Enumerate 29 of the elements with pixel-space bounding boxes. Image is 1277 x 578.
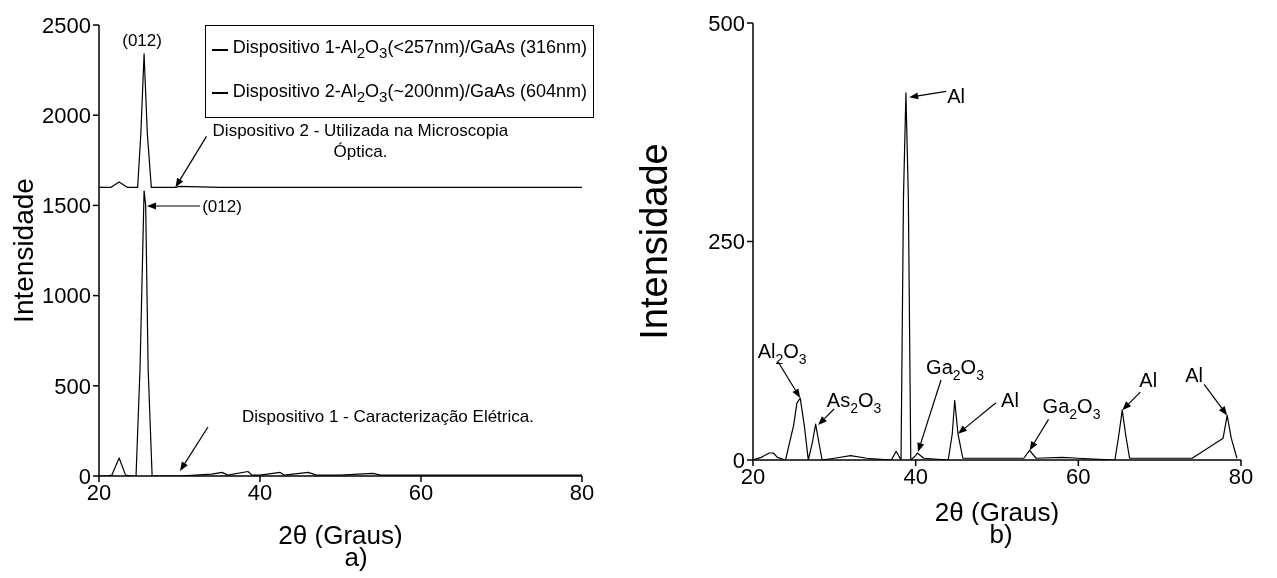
y-tick-label: 250 (708, 229, 745, 255)
annotation: As$_{2}$O$_{3}$ (826, 389, 882, 417)
x-tick-label: 40 (247, 479, 273, 505)
y-tick-label: 2000 (42, 103, 91, 129)
annotation: Al (947, 85, 966, 108)
x-tick-label: 80 (1228, 463, 1254, 489)
legend-label: Dispositivo 1-Al$_{2}$O$_{3}$(<257nm)/GaAs (316nm) (232, 36, 587, 63)
annotation: Al (1001, 388, 1019, 411)
y-axis-title: Intensidade (7, 178, 39, 323)
y-axis-title: Intensidade (632, 143, 675, 340)
annotation: Al$_{2}$O$_{3}$ (757, 339, 807, 367)
x-tick-label: 40 (903, 463, 928, 489)
x-tick-label: 60 (1066, 463, 1091, 489)
annotation: Ga$_{2}$O$_{3}$ (926, 356, 985, 383)
x-tick-label: 60 (408, 479, 434, 505)
annotation: (012) (122, 30, 162, 50)
y-tick-label: 500 (54, 373, 91, 399)
annotation: Al (1185, 364, 1204, 387)
x-tick-label: 80 (569, 479, 595, 505)
annotation: Al (1139, 369, 1158, 392)
y-tick-label: 500 (708, 10, 745, 36)
annotation: Dispositivo 1 - Caracterização Elétrica. (242, 406, 534, 426)
annotation: Dispositivo 2 - Utilizada na Microscopia Óptica. (212, 120, 509, 161)
y-tick-label: 1500 (42, 193, 91, 219)
annotation: Ga$_{2}$O$_{3}$ (1042, 395, 1101, 423)
legend-label: Dispositivo 2-Al$_{2}$O$_{3}$(~200nm)/GaAs (604nm) (232, 79, 587, 107)
y-tick-label: 2500 (42, 12, 91, 38)
y-tick-label: 1000 (42, 283, 91, 309)
annotation: (012) (202, 196, 242, 216)
